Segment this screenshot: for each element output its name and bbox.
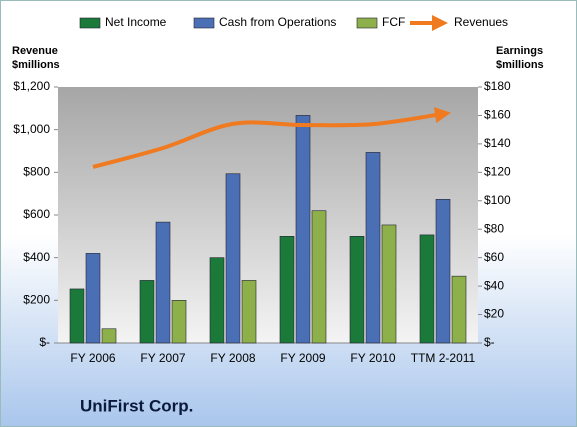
bar	[101, 328, 117, 344]
y-tick-label: $1,000	[13, 122, 50, 136]
bar	[451, 275, 467, 344]
legend-swatch	[79, 17, 101, 29]
y2-tick-label: $140	[484, 136, 511, 150]
bar	[241, 280, 257, 344]
y2-tick-label: $-	[484, 335, 495, 349]
y-tick-label: $-	[39, 335, 50, 349]
legend-label: Cash from Operations	[219, 15, 336, 29]
x-tick-label: FY 2006	[70, 351, 115, 365]
y2-axis-title: Earnings	[496, 45, 543, 57]
y-axis-title: $millions	[12, 59, 60, 71]
y-axis-title: Revenue	[12, 45, 58, 57]
legend-swatch	[193, 17, 215, 29]
y2-tick-label: $40	[484, 278, 504, 292]
legend-label: Revenues	[454, 15, 508, 29]
bar	[85, 253, 101, 344]
y-tick-label: $600	[23, 207, 50, 221]
x-tick-label: FY 2008	[210, 351, 255, 365]
bar	[349, 236, 365, 344]
y2-axis-title: $millions	[496, 59, 544, 71]
legend-swatch	[356, 17, 378, 29]
y-tick-label: $400	[23, 250, 50, 264]
legend-label: FCF	[382, 15, 405, 29]
bar	[365, 152, 381, 344]
bar	[419, 234, 435, 344]
bar	[155, 221, 171, 344]
bar	[139, 280, 155, 344]
bar	[69, 288, 85, 344]
bar	[295, 115, 311, 344]
y2-tick-label: $160	[484, 108, 511, 122]
x-tick-label: FY 2010	[350, 351, 395, 365]
chart-title: UniFirst Corp.	[80, 396, 193, 415]
y2-tick-label: $180	[484, 79, 511, 93]
x-tick-label: FY 2009	[280, 351, 325, 365]
bar	[381, 224, 397, 344]
bar	[225, 173, 241, 344]
bar	[311, 210, 327, 344]
plot-area	[58, 87, 478, 343]
y2-tick-label: $120	[484, 165, 511, 179]
x-tick-label: TTM 2-2011	[411, 351, 476, 365]
y-tick-label: $200	[23, 293, 50, 307]
y2-tick-label: $60	[484, 250, 504, 264]
x-tick-label: FY 2007	[140, 351, 185, 365]
bar	[279, 236, 295, 344]
y2-tick-label: $100	[484, 193, 511, 207]
y-tick-label: $1,200	[13, 79, 50, 93]
bar	[209, 257, 225, 344]
line	[92, 107, 451, 169]
legend-label: Net Income	[105, 15, 167, 29]
bar	[435, 199, 451, 344]
y2-tick-label: $20	[484, 307, 504, 321]
y2-tick-label: $80	[484, 221, 504, 235]
y-tick-label: $800	[23, 165, 50, 179]
bar	[171, 300, 187, 344]
